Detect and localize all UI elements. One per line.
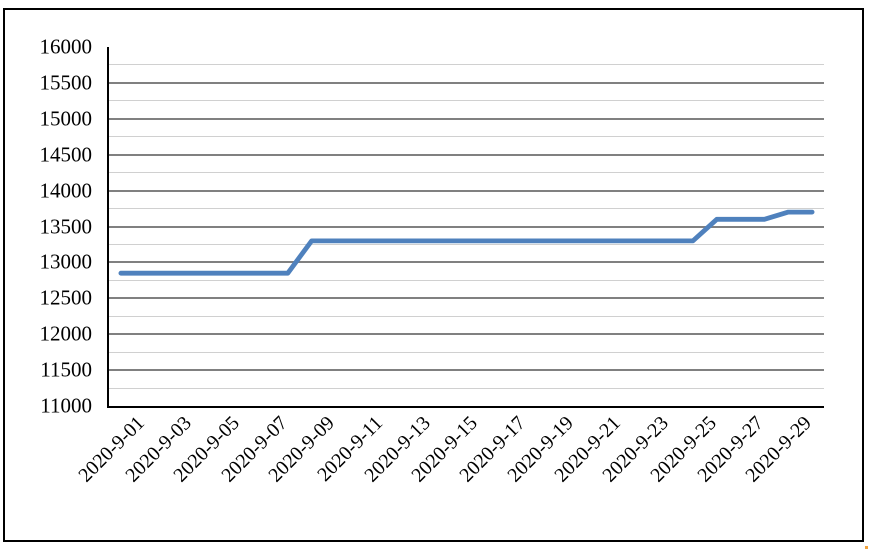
major-gridline (109, 153, 824, 156)
minor-gridline (109, 315, 824, 317)
minor-gridline (109, 136, 824, 138)
y-axis-tick-label: 12500 (39, 285, 93, 310)
major-gridline (109, 117, 824, 120)
y-axis-tick-label: 11500 (40, 357, 92, 382)
minor-gridline (109, 387, 824, 389)
plot-area (107, 47, 824, 408)
minor-gridline (109, 351, 824, 353)
y-axis-tick-label: 15500 (39, 70, 93, 95)
major-gridline (109, 297, 824, 300)
minor-gridline (109, 279, 824, 281)
y-axis-tick-label: 13000 (39, 249, 93, 274)
minor-gridline (109, 244, 824, 245)
major-gridline (109, 369, 824, 372)
y-axis-tick-label: 16000 (39, 34, 93, 59)
minor-gridline (109, 172, 824, 174)
minor-gridline (109, 64, 824, 66)
major-gridline (109, 225, 824, 228)
major-gridline (109, 261, 824, 264)
major-gridline (109, 189, 824, 192)
y-axis-tick-label: 12000 (39, 321, 93, 346)
minor-gridline (109, 100, 824, 102)
y-axis-tick-label: 15000 (39, 106, 93, 131)
data-line-svg (118, 209, 815, 276)
y-axis-tick-label: 13500 (39, 214, 93, 238)
y-axis-tick-label: 11000 (40, 393, 92, 418)
artifact-dot (865, 546, 868, 549)
y-axis-tick-label: 14500 (39, 142, 93, 167)
major-gridline (109, 333, 824, 336)
data-series-line (118, 209, 815, 276)
major-gridline (109, 81, 824, 84)
y-axis-tick-label: 14000 (39, 178, 93, 203)
minor-gridline (109, 208, 824, 210)
